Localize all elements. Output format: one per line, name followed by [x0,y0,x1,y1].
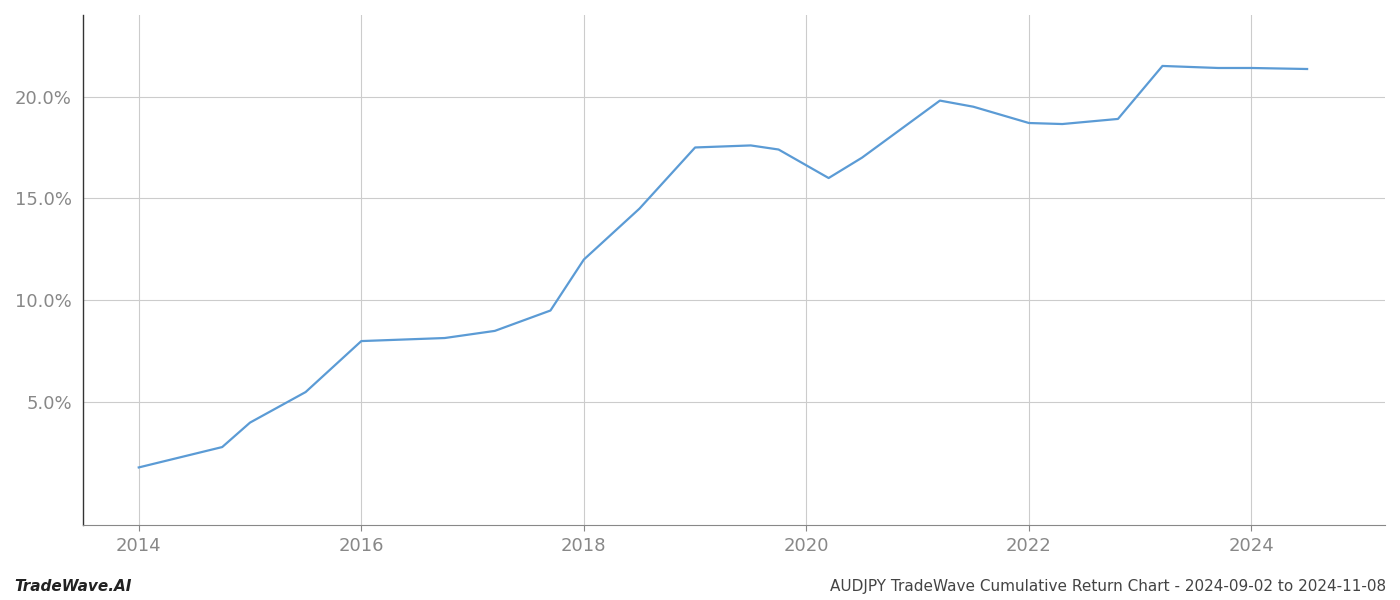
Text: AUDJPY TradeWave Cumulative Return Chart - 2024-09-02 to 2024-11-08: AUDJPY TradeWave Cumulative Return Chart… [830,579,1386,594]
Text: TradeWave.AI: TradeWave.AI [14,579,132,594]
